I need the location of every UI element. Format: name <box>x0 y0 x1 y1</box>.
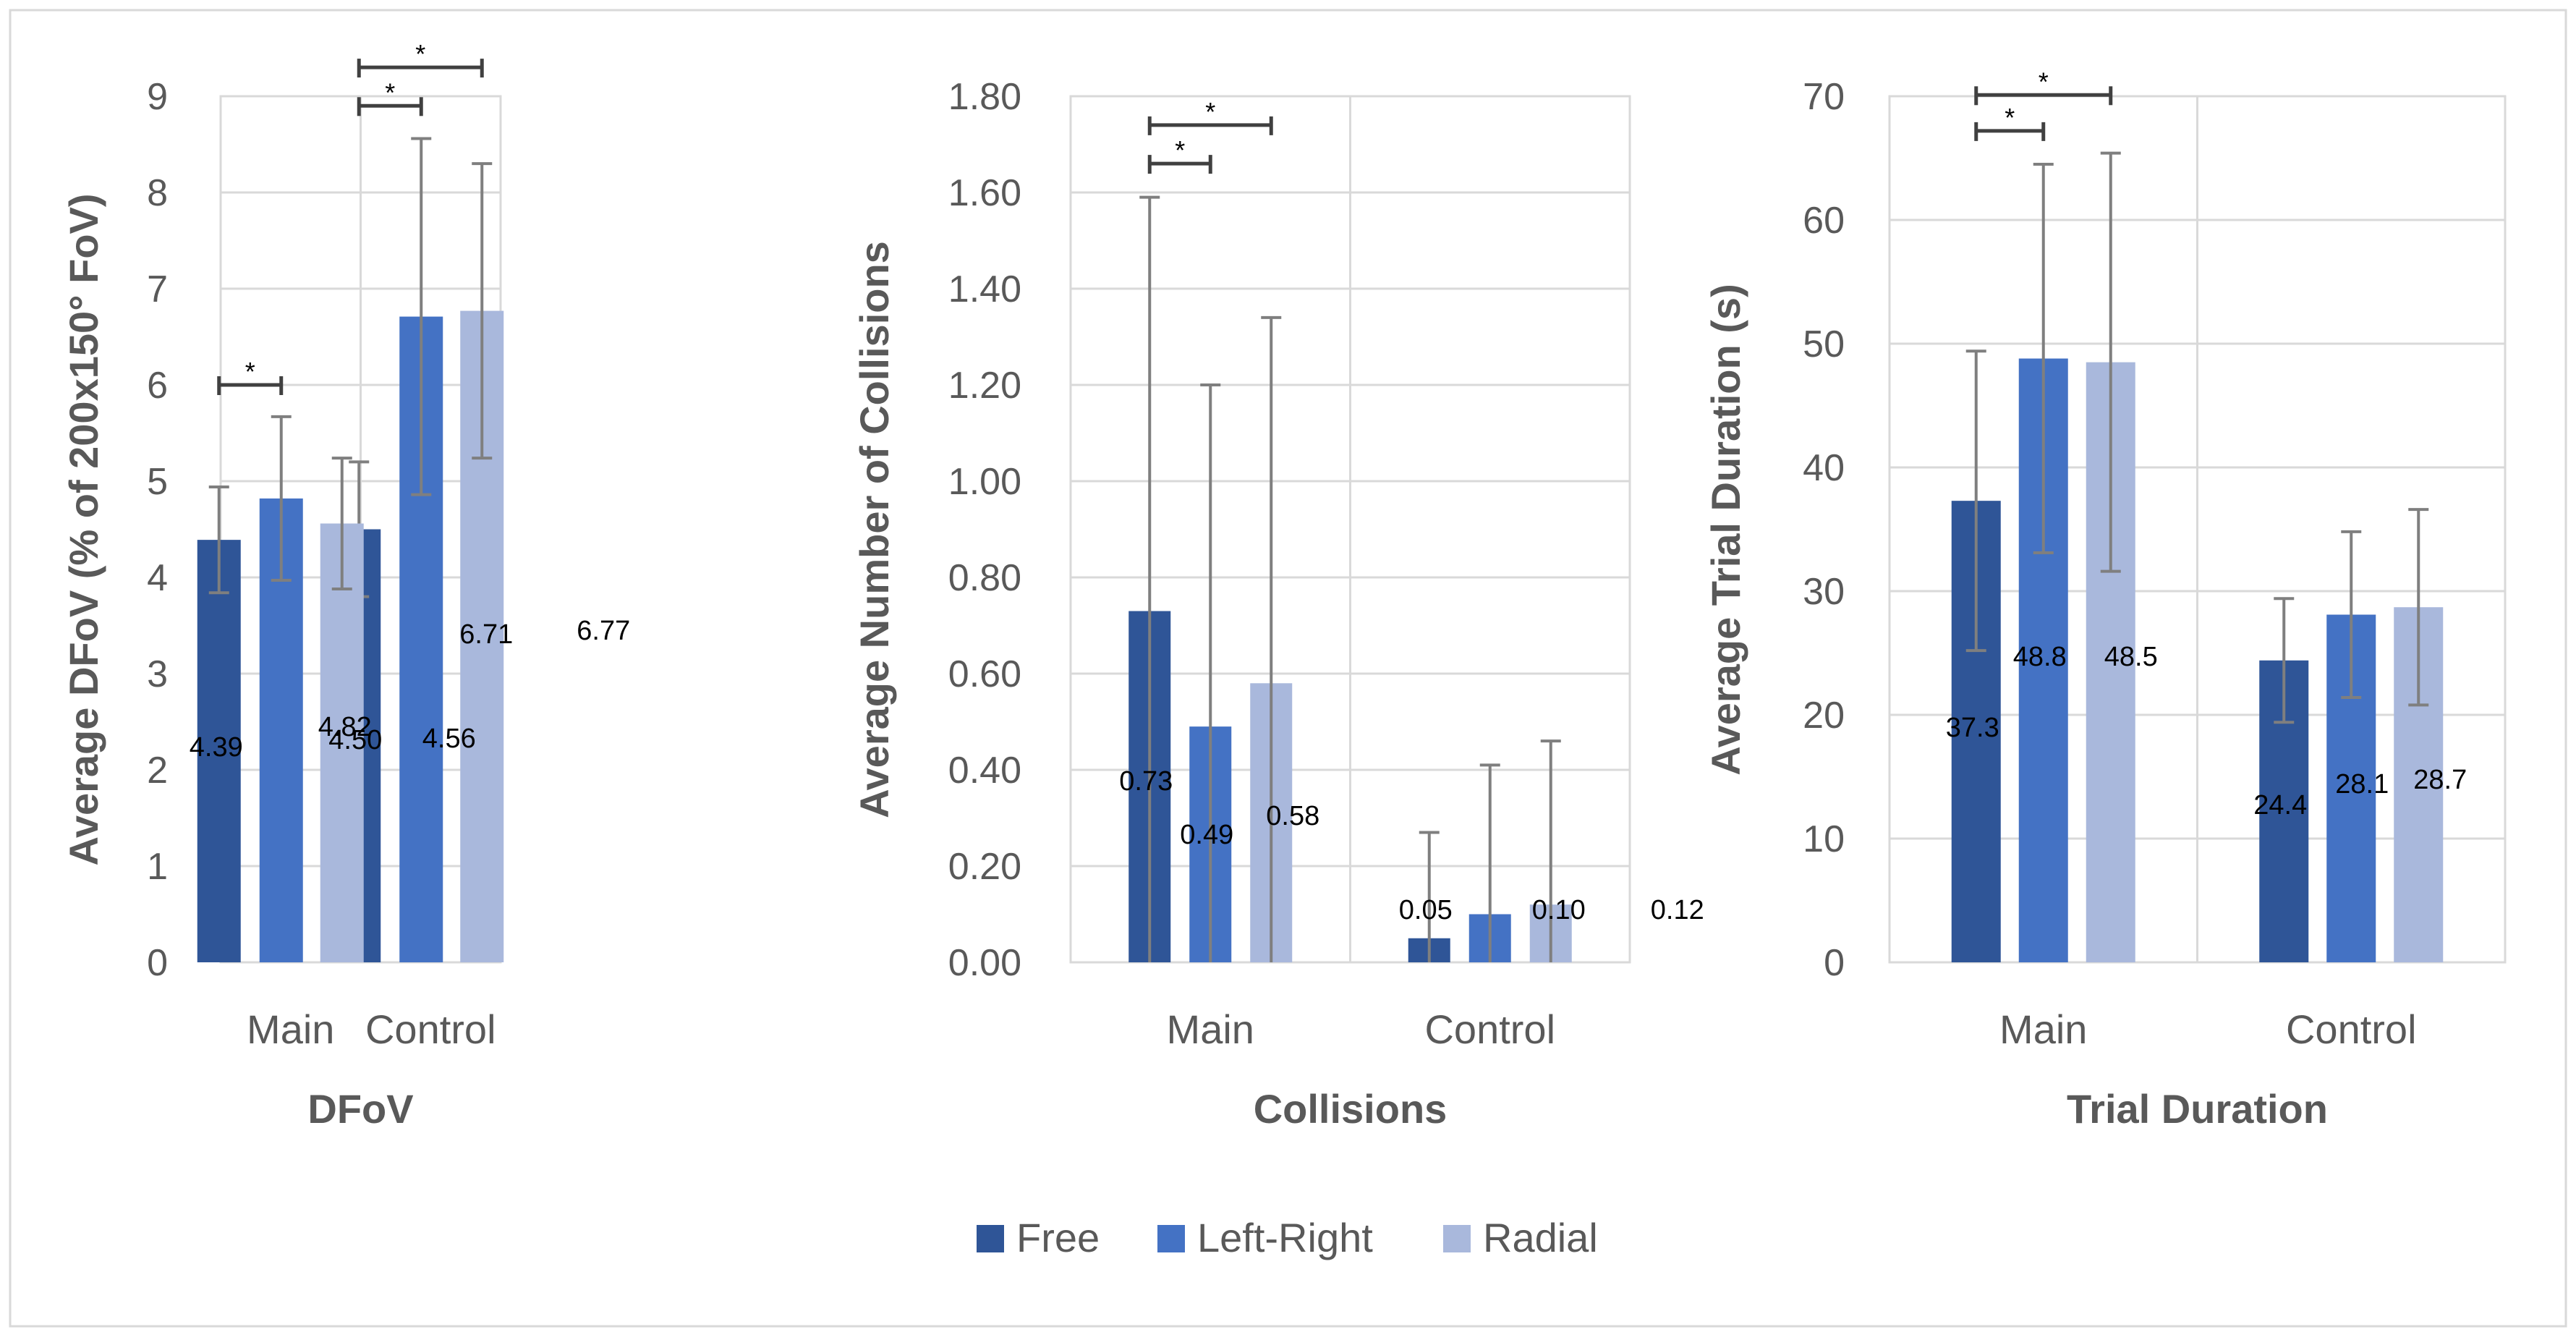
y-tick-label: 1.60 <box>948 172 1021 214</box>
significance-label: * <box>1205 97 1215 127</box>
y-tick-label: 1.20 <box>948 365 1021 407</box>
y-tick-label: 1.80 <box>948 76 1021 118</box>
y-tick-label: 40 <box>1803 447 1845 489</box>
data-label: 37.3 <box>1946 713 1999 743</box>
x-axis-title: Trial Duration <box>2067 1086 2328 1132</box>
data-label: 6.77 <box>577 616 630 646</box>
legend: Free Left-Right Radial <box>977 1215 1598 1260</box>
data-label: 4.82 <box>318 712 372 742</box>
y-tick-label: 2 <box>147 750 168 792</box>
y-axis-title: Average Number of Collisions <box>851 241 897 818</box>
significance-label: * <box>385 77 395 107</box>
x-category-label: Main <box>1167 1006 1254 1052</box>
x-category-label: Control <box>1424 1006 1555 1052</box>
x-category-label: Control <box>2286 1006 2417 1052</box>
chart-1: 0.00 0.20 0.40 0.60 0.80 1.00 1.20 1.40 1.60 1.80… <box>851 76 1704 1132</box>
legend-swatch-free <box>977 1225 1004 1252</box>
y-tick-label: 1.00 <box>948 461 1021 503</box>
significance-label: * <box>2039 67 2049 96</box>
y-tick-label: 0.80 <box>948 557 1021 599</box>
x-category-label: Main <box>1999 1006 2087 1052</box>
data-label: 4.39 <box>190 732 243 763</box>
x-category-label: Control <box>365 1006 496 1052</box>
x-category-label: Main <box>247 1006 334 1052</box>
y-tick-label: 50 <box>1803 323 1845 365</box>
data-label: 0.12 <box>1651 895 1704 925</box>
y-tick-label: 3 <box>147 653 168 695</box>
legend-label: Radial <box>1483 1215 1598 1260</box>
y-tick-label: 9 <box>147 76 168 118</box>
y-tick-label: 0.60 <box>948 653 1021 695</box>
data-label: 0.05 <box>1399 895 1453 925</box>
legend-label: Left-Right <box>1197 1215 1373 1260</box>
data-label: 4.50 <box>328 725 382 755</box>
chart-0: 0 1 2 3 4 5 6 7 8 9 4.39 4.82 4.56 4.50 6.71 6.77 * * * Mai… <box>61 39 630 1132</box>
data-label: 28.7 <box>2413 765 2467 795</box>
y-tick-label: 4 <box>147 557 168 599</box>
bar-free-main <box>197 540 241 962</box>
data-label: 0.73 <box>1119 766 1173 797</box>
data-label: 6.71 <box>459 619 513 650</box>
y-tick-label: 30 <box>1803 571 1845 613</box>
y-tick-label: 0 <box>1824 942 1845 984</box>
y-tick-label: 0.20 <box>948 846 1021 888</box>
data-label: 28.1 <box>2335 769 2389 800</box>
y-tick-label: 10 <box>1803 818 1845 860</box>
y-tick-label: 1 <box>147 846 168 888</box>
significance-label: * <box>1175 135 1185 165</box>
legend-swatch-radial <box>1443 1225 1471 1252</box>
y-tick-label: 70 <box>1803 76 1845 118</box>
data-label: 48.8 <box>2013 642 2067 672</box>
y-tick-label: 0 <box>147 942 168 984</box>
y-tick-label: 60 <box>1803 200 1845 242</box>
y-tick-label: 0.00 <box>948 942 1021 984</box>
charts-group: 0 1 2 3 4 5 6 7 8 9 4.39 4.82 4.56 4.50 6.71 6.77 * * * Mai… <box>61 39 2507 1132</box>
bar-radial-main <box>320 523 364 962</box>
x-axis-title: Collisions <box>1254 1086 1448 1132</box>
y-tick-label: 6 <box>147 365 168 407</box>
significance-label: * <box>2005 103 2015 132</box>
significance-label: * <box>245 357 255 386</box>
y-tick-label: 8 <box>147 172 168 214</box>
data-label: 0.10 <box>1532 895 1586 925</box>
data-label: 0.49 <box>1180 820 1233 850</box>
chart-2: 0 10 20 30 40 50 60 70 37.3 48.8 48.5 24.4 28.1 28.7 *… <box>1703 67 2507 1132</box>
y-tick-label: 5 <box>147 461 168 503</box>
data-label: 4.56 <box>422 724 476 754</box>
data-label: 0.58 <box>1266 801 1319 831</box>
y-tick-label: 1.40 <box>948 268 1021 310</box>
y-tick-label: 20 <box>1803 695 1845 737</box>
significance-label: * <box>415 39 425 69</box>
y-tick-label: 7 <box>147 268 168 310</box>
y-tick-label: 0.40 <box>948 750 1021 792</box>
data-label: 24.4 <box>2253 790 2307 820</box>
y-axis-title: Average DFoV (% of 200x150° FoV) <box>61 193 106 865</box>
legend-label: Free <box>1016 1215 1100 1260</box>
y-axis-title: Average Trial Duration (s) <box>1703 284 1748 775</box>
x-axis-title: DFoV <box>307 1086 413 1132</box>
legend-swatch-left-right <box>1157 1225 1185 1252</box>
data-label: 48.5 <box>2104 642 2158 672</box>
